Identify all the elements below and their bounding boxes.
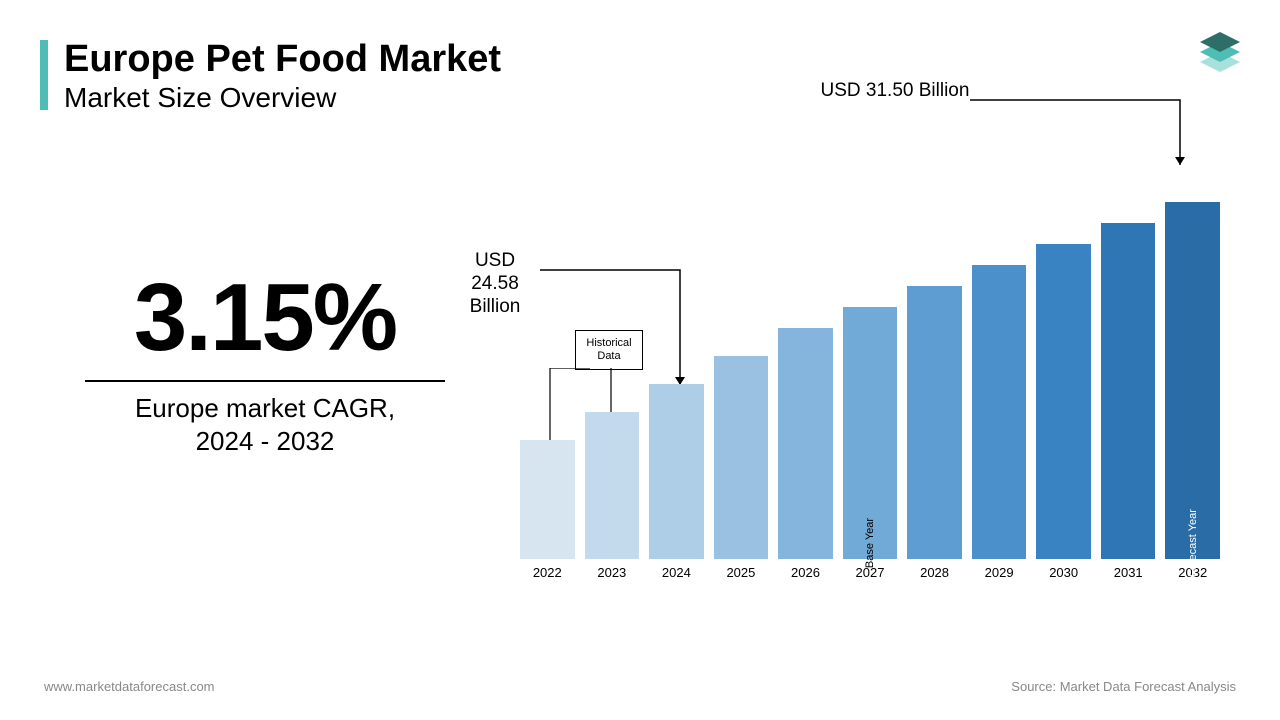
bar-year-label: 2022 bbox=[533, 565, 562, 580]
bar bbox=[714, 356, 769, 559]
cagr-label-line1: Europe market CAGR, bbox=[85, 392, 445, 425]
bar-wrap: 2023 bbox=[585, 412, 640, 580]
bar-wrap: 2030 bbox=[1036, 244, 1091, 580]
bar-year-label: 2025 bbox=[726, 565, 755, 580]
bar-wrap: 2028 bbox=[907, 286, 962, 580]
bar-year-label: 2023 bbox=[597, 565, 626, 580]
bar-wrap: 2024 bbox=[649, 384, 704, 580]
callout-end: USD 31.50 Billion bbox=[820, 80, 970, 103]
bar bbox=[972, 265, 1027, 559]
divider bbox=[85, 380, 445, 382]
bar-wrap: 2026 bbox=[778, 328, 833, 580]
bar-wrap: 2022 bbox=[520, 440, 575, 580]
bar bbox=[585, 412, 640, 559]
page-subtitle: Market Size Overview bbox=[64, 82, 501, 114]
footer-url: www.marketdataforecast.com bbox=[44, 679, 215, 694]
bar-wrap: 2025 bbox=[714, 356, 769, 580]
bar bbox=[649, 384, 704, 559]
accent-bar bbox=[40, 40, 48, 110]
bar-year-label: 2031 bbox=[1114, 565, 1143, 580]
bar-year-label: 2028 bbox=[920, 565, 949, 580]
bar-year-label: 2030 bbox=[1049, 565, 1078, 580]
callout-end-text: USD 31.50 Billion bbox=[821, 80, 970, 101]
bar-year-label: 2029 bbox=[985, 565, 1014, 580]
bar-year-label: 2024 bbox=[662, 565, 691, 580]
page-title: Europe Pet Food Market bbox=[64, 40, 501, 80]
cagr-value: 3.15% bbox=[85, 270, 445, 366]
bar: Forecast Year bbox=[1165, 202, 1220, 559]
brand-logo-icon bbox=[1190, 20, 1250, 80]
bar bbox=[1036, 244, 1091, 559]
bar-chart: USD 31.50 Billion USD 24.58 Billion Hist… bbox=[520, 100, 1240, 620]
header: Europe Pet Food Market Market Size Overv… bbox=[40, 40, 501, 114]
title-block: Europe Pet Food Market Market Size Overv… bbox=[64, 40, 501, 114]
bar-wrap: Base Year2027 bbox=[843, 307, 898, 580]
bar: Base Year bbox=[843, 307, 898, 559]
bar bbox=[907, 286, 962, 559]
cagr-label-line2: 2024 - 2032 bbox=[85, 425, 445, 458]
base-year-label: Base Year bbox=[864, 518, 876, 568]
cagr-block: 3.15% Europe market CAGR, 2024 - 2032 bbox=[85, 270, 445, 457]
callout-start-text: USD 24.58 Billion bbox=[470, 250, 521, 317]
bars-container: 2022 2023 2024 2025 2026 Base Year2027 2028 202… bbox=[520, 120, 1220, 580]
bar bbox=[1101, 223, 1156, 559]
bar-wrap: 2031 bbox=[1101, 223, 1156, 580]
bar-wrap: 2029 bbox=[972, 265, 1027, 580]
bar bbox=[778, 328, 833, 559]
bar bbox=[520, 440, 575, 559]
forecast-year-label: Forecast Year bbox=[1187, 509, 1199, 577]
bar-wrap: Forecast Year2032 bbox=[1165, 202, 1220, 580]
footer-source: Source: Market Data Forecast Analysis bbox=[1011, 679, 1236, 694]
bar-year-label: 2026 bbox=[791, 565, 820, 580]
